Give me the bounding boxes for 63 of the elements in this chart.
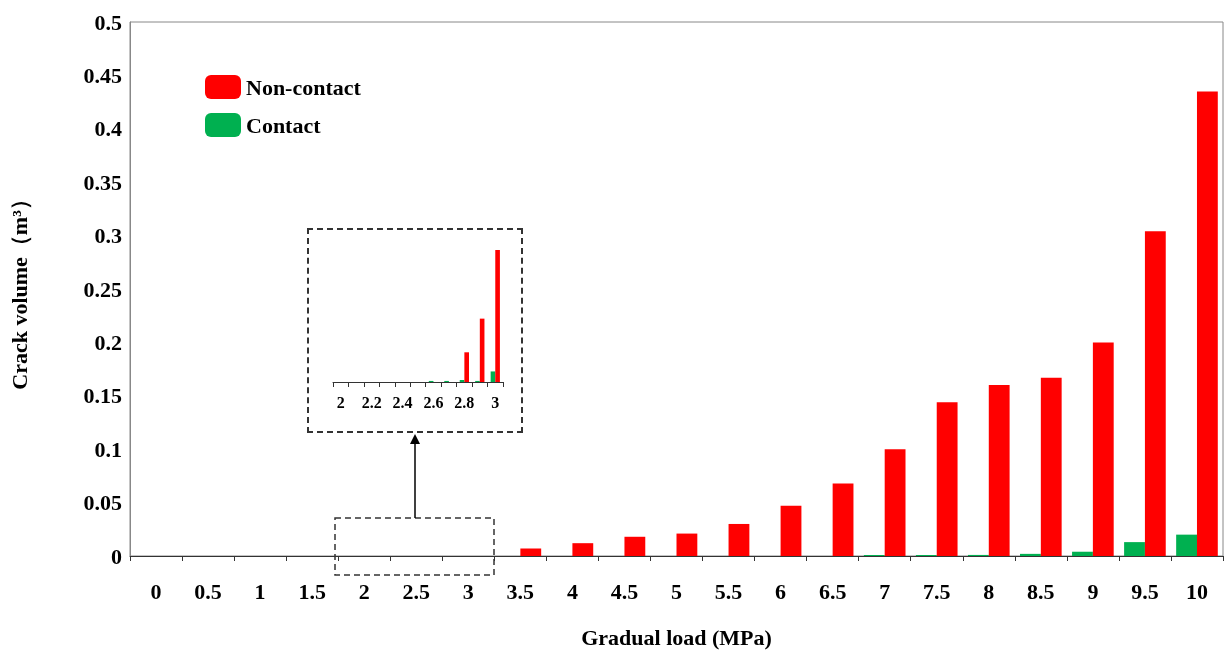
legend-label: Contact [246,112,322,138]
bar [572,543,594,556]
y-tick-label: 0.1 [94,436,122,462]
x-tick-label: 4.5 [610,578,639,604]
x-tick-label: 2.6 [423,393,444,411]
bar [988,385,1010,556]
x-tick-label: 2.5 [402,578,431,604]
x-tick-label: 2 [358,578,370,604]
bar [936,402,958,556]
x-tick-label: 8 [983,578,995,604]
bar [1176,534,1197,556]
bar [884,449,906,556]
bar [1124,542,1145,556]
y-axis-title: Crack volume（m³） [6,188,32,390]
bar [1040,377,1062,556]
y-tick-label: 0.5 [94,9,122,35]
bar [780,505,802,556]
x-tick-label: 4 [566,578,578,604]
x-tick-label: 0 [150,578,162,604]
x-axis-title: Gradual load (MPa) [581,624,772,650]
bar [464,352,469,382]
legend-label: Non-contact [246,74,362,100]
y-tick-label: 0.2 [94,329,122,355]
bar [490,371,496,382]
bar [676,533,698,556]
y-tick-label: 0.15 [83,383,122,409]
x-tick-label: 10 [1185,578,1208,604]
x-tick-label: 0.5 [194,578,222,604]
x-tick-label: 9.5 [1131,578,1159,604]
y-tick-label: 0.4 [94,116,122,142]
x-tick-label: 9 [1087,578,1099,604]
bar [1072,551,1093,556]
y-tick-label: 0.05 [83,490,122,516]
x-tick-label: 5 [671,578,682,604]
bar [624,536,646,556]
x-tick-label: 3 [491,393,500,411]
bar [832,483,854,556]
y-tick-label: 0.45 [83,62,122,88]
x-tick-label: 3.5 [506,578,535,604]
y-tick-label: 0 [111,543,122,569]
bar [728,523,750,556]
x-tick-label: 6 [775,578,787,604]
x-tick-label: 2.8 [454,393,475,411]
y-tick-label: 0.25 [83,276,122,302]
x-tick-label: 7.5 [922,578,951,604]
bar [1020,553,1041,556]
x-tick-label: 1 [254,578,266,604]
x-tick-label: 5.5 [714,578,743,604]
x-tick-label: 2 [336,393,345,411]
bar [1144,231,1166,556]
x-tick-label: 2.4 [392,393,413,411]
y-tick-label: 0.35 [83,169,122,195]
bar [1092,342,1114,556]
bar [1196,91,1218,556]
x-tick-label: 1.5 [298,578,326,604]
bar [520,548,542,556]
y-tick-label: 0.3 [94,223,122,249]
x-tick-label: 6.5 [818,578,847,604]
x-tick-label: 3 [462,578,474,604]
x-tick-label: 7 [879,578,891,604]
bar [495,250,500,382]
x-tick-label: 2.2 [361,393,382,411]
x-tick-label: 8.5 [1027,578,1055,604]
